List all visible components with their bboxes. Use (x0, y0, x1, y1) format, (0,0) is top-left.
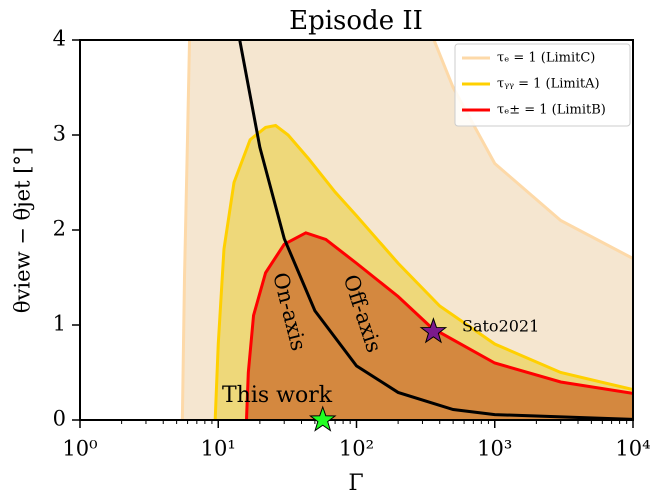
x-tick-label: 10¹ (201, 437, 236, 461)
on-axis-curve (238, 40, 633, 420)
x-tick-label: 10⁰ (62, 437, 97, 461)
plot-area (180, 40, 633, 420)
y-tick-label: 4 (53, 27, 66, 51)
y-tick-label: 1 (53, 312, 66, 336)
boundary-line (244, 231, 633, 420)
x-axis-label: Γ (348, 471, 363, 496)
star-marker (419, 317, 448, 344)
annotation: This work (222, 383, 333, 408)
boundary-line (180, 40, 633, 420)
x-tick-label: 10⁴ (615, 437, 650, 461)
chart-title: Episode II (289, 6, 423, 36)
legend-label: τᵧᵧ = 1 (LimitA) (497, 77, 600, 92)
x-tick-label: 10³ (477, 437, 512, 461)
annotation: Sato2021 (462, 317, 539, 336)
star-marker (308, 405, 337, 432)
y-tick-label: 2 (53, 217, 66, 241)
boundary-line (213, 123, 633, 420)
y-tick-label: 0 (53, 407, 66, 431)
legend-label: τₑ = 1 (LimitC) (497, 51, 595, 66)
y-axis-label: θview − θjet [°] (11, 147, 35, 313)
x-tick-label: 10² (339, 437, 374, 461)
y-tick-label: 3 (53, 122, 66, 146)
area-fill (246, 232, 633, 420)
legend-label: τₑ± = 1 (LimitB) (497, 103, 606, 118)
legend-box (454, 43, 631, 127)
legend: τₑ = 1 (LimitC) τᵧᵧ = 1 (LimitA) τₑ± = 1 (… (454, 43, 631, 127)
